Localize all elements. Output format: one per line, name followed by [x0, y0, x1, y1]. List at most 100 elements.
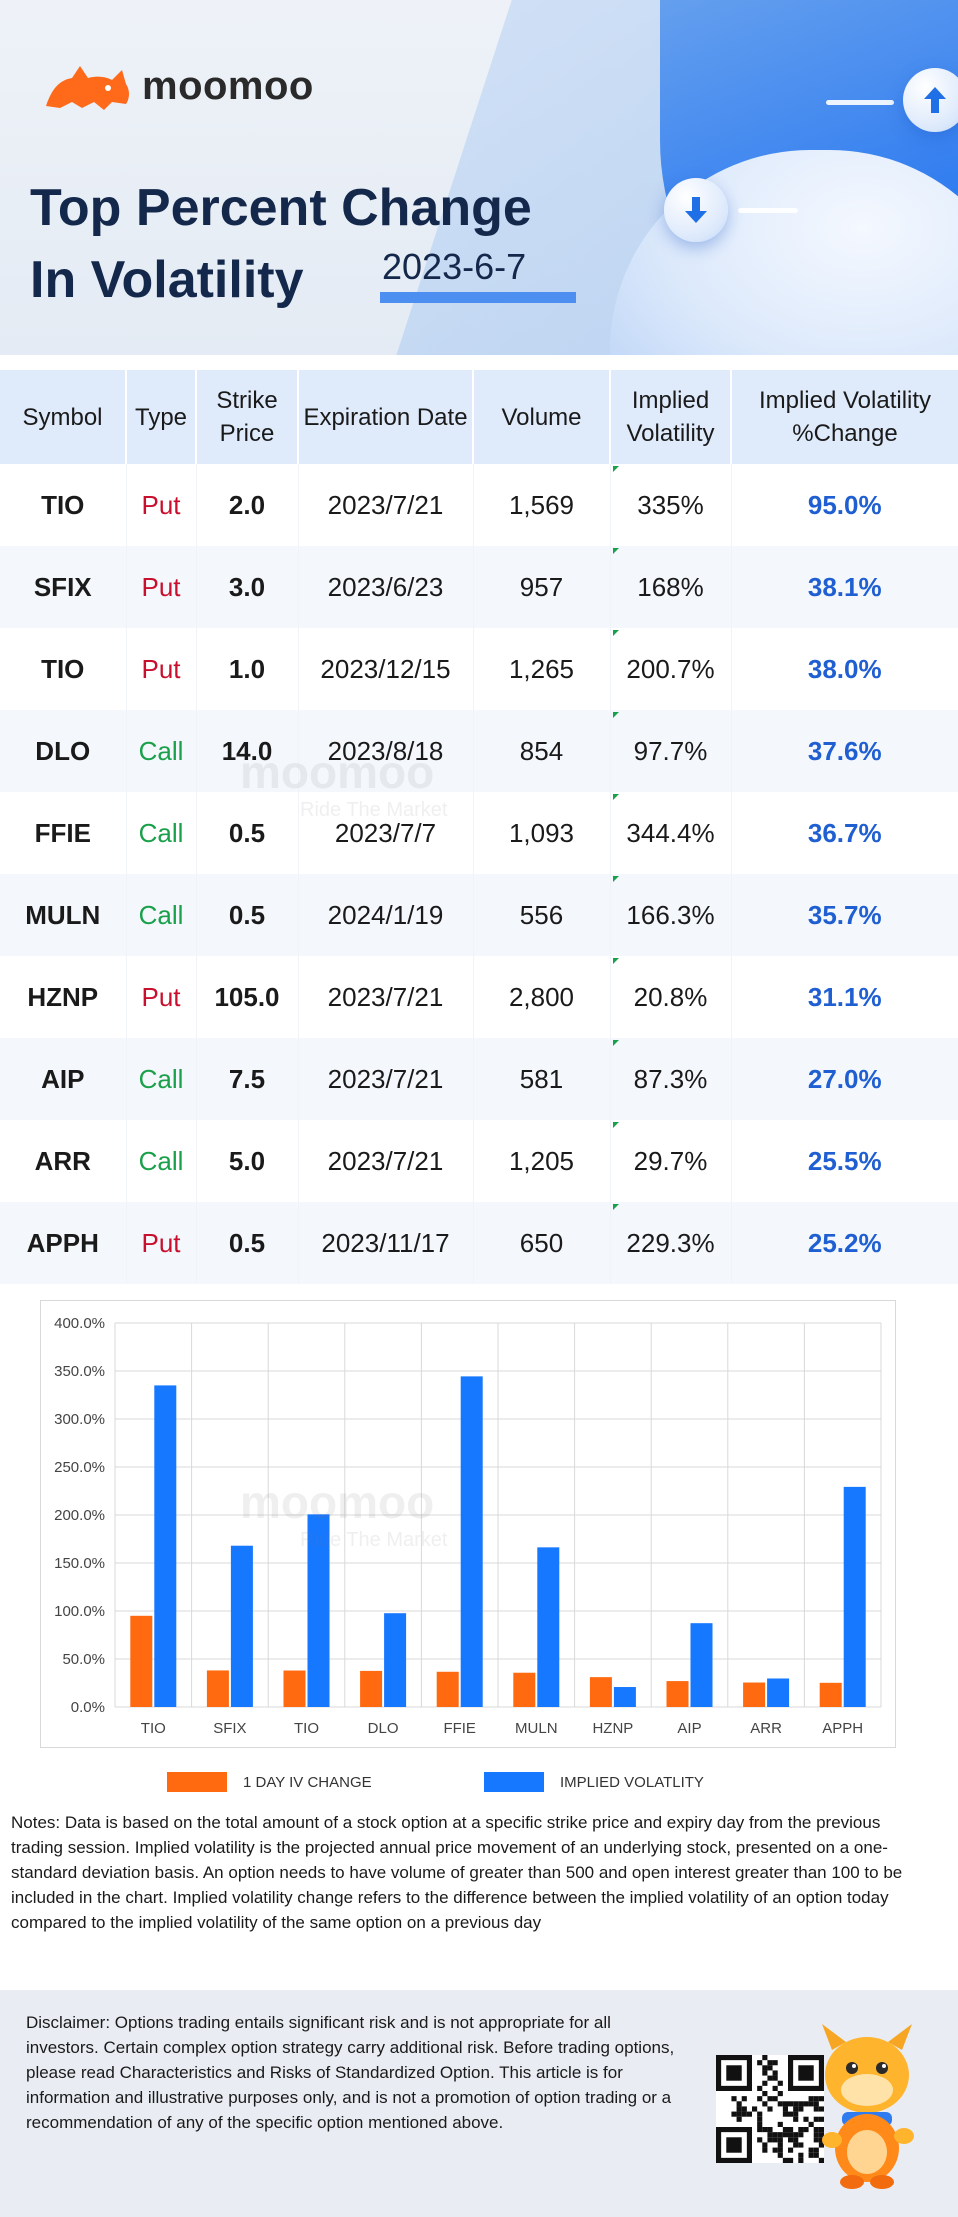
y-tick-label: 200.0%: [54, 1507, 105, 1524]
cell-type: Put: [126, 628, 197, 710]
cell-strike: 0.5: [196, 874, 299, 956]
cell-expiration: 2024/1/19: [298, 874, 474, 956]
header-banner: moomoo Top Percent Change In Volatility …: [0, 0, 958, 355]
cell-symbol: TIO: [0, 464, 127, 546]
page-title: Top Percent Change In Volatility: [30, 172, 532, 316]
cell-strike: 3.0: [196, 546, 299, 628]
y-tick-label: 150.0%: [54, 1555, 105, 1572]
cell-type: Call: [126, 710, 197, 792]
bar-iv-change: [513, 1672, 536, 1707]
cell-strike: 105.0: [196, 956, 299, 1038]
cell-volume: 1,093: [473, 792, 611, 874]
cell-symbol: SFIX: [0, 546, 127, 628]
y-tick-label: 350.0%: [54, 1363, 105, 1380]
dash-decoration: [738, 208, 798, 213]
notes-text: Notes: Data is based on the total amount…: [11, 1813, 903, 1932]
x-tick-label: AIP: [677, 1720, 701, 1737]
bar-iv-change: [436, 1671, 459, 1707]
cell-expiration: 2023/8/18: [298, 710, 474, 792]
cell-iv-change: 37.6%: [731, 710, 958, 792]
bar-iv-change: [589, 1677, 612, 1707]
cell-type: Call: [126, 1120, 197, 1202]
table-row: TIO Put 2.0 2023/7/21 1,569 335% 95.0%: [0, 464, 958, 546]
cell-volume: 556: [473, 874, 611, 956]
cell-strike: 1.0: [196, 628, 299, 710]
date-underline: [380, 292, 576, 303]
x-tick-label: TIO: [294, 1720, 319, 1737]
table-row: TIO Put 1.0 2023/12/15 1,265 200.7% 38.0%: [0, 628, 958, 710]
bar-iv-change: [283, 1670, 306, 1707]
column-header-expiration: Expiration Date: [298, 370, 474, 464]
bar-implied-volatility: [460, 1376, 483, 1707]
cell-volume: 650: [473, 1202, 611, 1284]
bar-implied-volatility: [843, 1486, 866, 1707]
cell-type: Call: [126, 1038, 197, 1120]
legend-label: IMPLIED VOLATLITY: [560, 1773, 704, 1791]
cell-iv-change: 95.0%: [807, 489, 882, 520]
qr-code-icon: [716, 2055, 824, 2163]
cell-type: Put: [126, 956, 197, 1038]
table-row: APPH Put 0.5 2023/11/17 650 229.3% 25.2%: [0, 1202, 958, 1284]
bar-iv-change: [206, 1670, 229, 1707]
cell-implied-volatility: 168%: [610, 546, 732, 628]
cell-symbol: DLO: [0, 710, 127, 792]
bar-implied-volatility: [154, 1385, 177, 1707]
bar-implied-volatility: [767, 1678, 790, 1707]
cell-expiration: 2023/6/23: [298, 546, 474, 628]
cell-iv-change: 38.1%: [731, 546, 958, 628]
cell-implied-volatility: 29.7%: [610, 1120, 732, 1202]
cell-type: Put: [126, 464, 197, 546]
bar-iv-change: [360, 1670, 383, 1707]
cell-symbol: FFIE: [0, 792, 127, 874]
cell-type: Call: [126, 792, 197, 874]
legend-swatch-orange: [167, 1772, 227, 1792]
column-header-strike: Strike Price: [196, 370, 299, 464]
y-tick-label: 50.0%: [62, 1651, 105, 1668]
x-tick-label: MULN: [515, 1720, 558, 1737]
iv-bar-chart: 0.0% 50.0% 100.0% 150.0% 200.0% 250.0% 300.0% 3…: [40, 1300, 896, 1748]
cell-volume: 957: [473, 546, 611, 628]
cell-implied-volatility: 20.8%: [610, 956, 732, 1038]
x-tick-label: DLO: [368, 1720, 399, 1737]
title-line-2: In Volatility: [30, 251, 304, 309]
column-header-symbol: Symbol: [0, 370, 127, 464]
moomoo-logo: moomoo: [42, 58, 314, 114]
cell-expiration: 2023/7/7: [298, 792, 474, 874]
bar-implied-volatility: [690, 1623, 713, 1707]
cell-implied-volatility: 166.3%: [610, 874, 732, 956]
cell-symbol: APPH: [0, 1202, 127, 1284]
brand-name: moomoo: [142, 63, 314, 108]
y-tick-label: 400.0%: [54, 1315, 105, 1332]
cell-expiration: 2023/7/21: [298, 956, 474, 1038]
chart-svg: 0.0% 50.0% 100.0% 150.0% 200.0% 250.0% 300.0% 3…: [54, 1315, 882, 1737]
column-header-iv-change: Implied Volatility %Change: [731, 370, 958, 464]
cell-iv-change: 35.7%: [731, 874, 958, 956]
cell-type: Put: [126, 546, 197, 628]
cell-volume: 1,569: [473, 464, 611, 546]
bar-implied-volatility: [613, 1687, 636, 1707]
cell-strike: 2.0: [196, 464, 299, 546]
mascot-icon: [822, 2024, 914, 2189]
cell-iv-change: 31.1%: [807, 981, 882, 1012]
cell-iv-change: 25.2%: [731, 1202, 958, 1284]
bar-iv-change: [819, 1682, 842, 1707]
cell-symbol: HZNP: [0, 956, 127, 1038]
cell-iv-change: 27.0%: [731, 1038, 958, 1120]
cell-implied-volatility: 87.3%: [610, 1038, 732, 1120]
bar-implied-volatility: [537, 1547, 560, 1707]
cell-strike: 7.5: [196, 1038, 299, 1120]
legend-label: 1 DAY IV CHANGE: [243, 1773, 372, 1791]
cell-implied-volatility: 229.3%: [610, 1202, 732, 1284]
cell-iv-change: 36.7%: [807, 817, 882, 848]
arrow-up-icon: [903, 68, 958, 132]
table-header-row: Symbol Type Strike Price Expiration Date…: [0, 370, 958, 464]
cell-strike: 14.0: [196, 710, 299, 792]
cell-volume: 1,265: [473, 628, 611, 710]
cell-expiration: 2023/7/21: [298, 1120, 474, 1202]
cell-volume: 1,205: [473, 1120, 611, 1202]
dash-decoration: [826, 100, 894, 105]
y-tick-label: 300.0%: [54, 1411, 105, 1428]
bar-iv-change: [666, 1681, 689, 1707]
column-header-volume: Volume: [473, 370, 611, 464]
cell-symbol: TIO: [0, 628, 127, 710]
